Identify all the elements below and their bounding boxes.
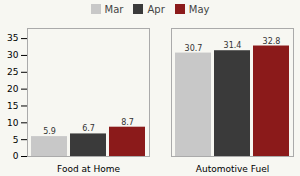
- svg-text:20: 20: [7, 84, 19, 94]
- svg-text:8.7: 8.7: [121, 118, 134, 127]
- html-text:May: May: [188, 3, 210, 15]
- svg-text:6.7: 6.7: [82, 124, 95, 133]
- html-text:Mar: Mar: [104, 3, 124, 15]
- svg-text:5: 5: [13, 135, 19, 145]
- svg-text:Food at Home: Food at Home: [57, 164, 120, 174]
- svg-text:Automotive Fuel: Automotive Fuel: [196, 164, 269, 174]
- svg-text:35: 35: [7, 33, 18, 43]
- svg-text:30: 30: [7, 50, 19, 60]
- svg-text:10: 10: [7, 118, 19, 128]
- svg-text:5.9: 5.9: [43, 127, 56, 136]
- svg-text:25: 25: [7, 67, 18, 77]
- svg-text:32.8: 32.8: [263, 37, 281, 46]
- svg-text:0: 0: [13, 151, 19, 161]
- html-text:Apr: Apr: [147, 3, 165, 15]
- svg-text:31.4: 31.4: [224, 41, 242, 50]
- svg-text:30.7: 30.7: [185, 44, 203, 53]
- svg-text:15: 15: [7, 101, 18, 111]
